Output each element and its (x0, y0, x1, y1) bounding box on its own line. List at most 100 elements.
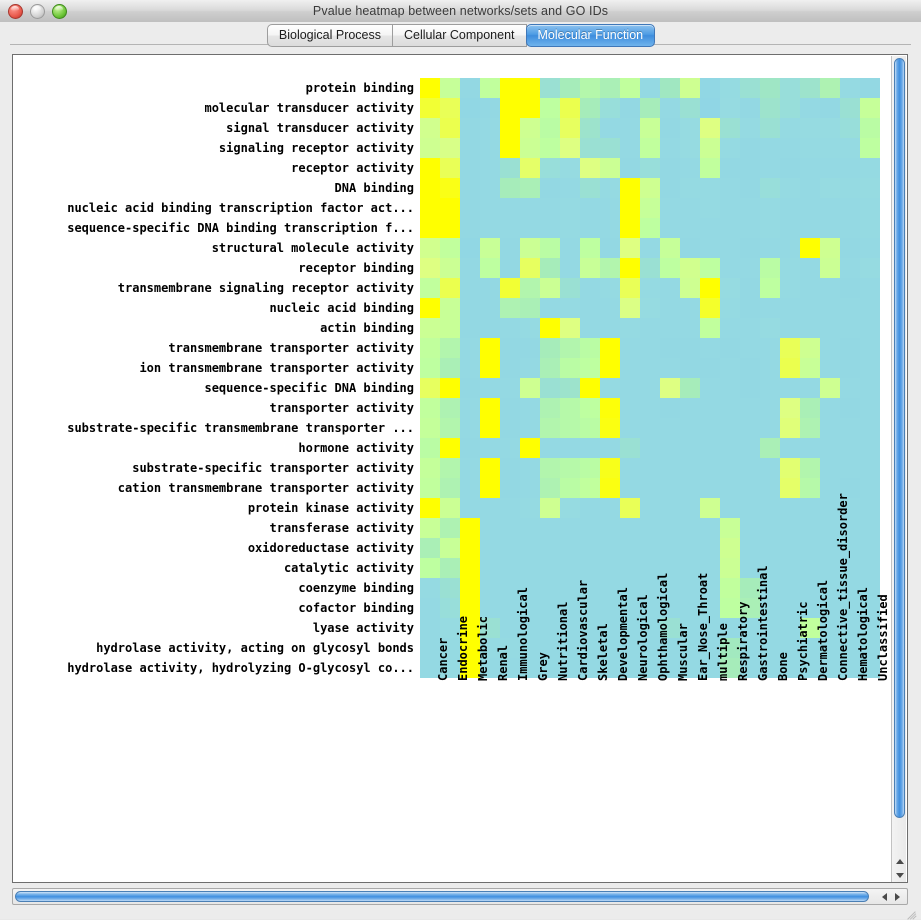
heatmap-cell[interactable] (560, 578, 580, 598)
heatmap-cell[interactable] (440, 298, 460, 318)
heatmap-cell[interactable] (740, 478, 760, 498)
heatmap-cell[interactable] (500, 298, 520, 318)
heatmap-cell[interactable] (580, 238, 600, 258)
heatmap-cell[interactable] (640, 578, 660, 598)
heatmap-cell[interactable] (580, 78, 600, 98)
heatmap-cell[interactable] (780, 138, 800, 158)
heatmap-cell[interactable] (580, 618, 600, 638)
heatmap-cell[interactable] (520, 338, 540, 358)
heatmap-cell[interactable] (440, 398, 460, 418)
heatmap-cell[interactable] (660, 358, 680, 378)
heatmap-cell[interactable] (580, 658, 600, 678)
tab-molecular-function[interactable]: Molecular Function (525, 24, 656, 47)
heatmap-cell[interactable] (500, 198, 520, 218)
heatmap-cell[interactable] (620, 618, 640, 638)
heatmap-cell[interactable] (720, 458, 740, 478)
heatmap-cell[interactable] (600, 378, 620, 398)
heatmap-cell[interactable] (440, 598, 460, 618)
heatmap-cell[interactable] (840, 358, 860, 378)
heatmap-cell[interactable] (420, 298, 440, 318)
heatmap-cell[interactable] (760, 118, 780, 138)
heatmap-cell[interactable] (720, 378, 740, 398)
heatmap-cell[interactable] (440, 458, 460, 478)
heatmap-cell[interactable] (780, 318, 800, 338)
heatmap-cell[interactable] (440, 498, 460, 518)
heatmap-cell[interactable] (760, 418, 780, 438)
heatmap-cell[interactable] (800, 438, 820, 458)
heatmap-cell[interactable] (520, 78, 540, 98)
heatmap-cell[interactable] (680, 98, 700, 118)
heatmap-cell[interactable] (680, 298, 700, 318)
heatmap-cell[interactable] (420, 418, 440, 438)
heatmap-cell[interactable] (760, 438, 780, 458)
heatmap-cell[interactable] (540, 658, 560, 678)
heatmap-cell[interactable] (620, 518, 640, 538)
heatmap-cell[interactable] (800, 598, 820, 618)
heatmap-cell[interactable] (700, 238, 720, 258)
heatmap-cell[interactable] (460, 238, 480, 258)
heatmap-cell[interactable] (600, 518, 620, 538)
heatmap-cell[interactable] (440, 98, 460, 118)
heatmap-cell[interactable] (640, 438, 660, 458)
heatmap-cell[interactable] (480, 578, 500, 598)
heatmap-cell[interactable] (760, 498, 780, 518)
heatmap-cell[interactable] (740, 638, 760, 658)
heatmap-cell[interactable] (420, 538, 440, 558)
heatmap-cell[interactable] (800, 238, 820, 258)
heatmap-cell[interactable] (580, 638, 600, 658)
heatmap-cell[interactable] (580, 378, 600, 398)
heatmap-cell[interactable] (740, 318, 760, 338)
heatmap-cell[interactable] (700, 138, 720, 158)
heatmap-cell[interactable] (540, 118, 560, 138)
heatmap-cell[interactable] (460, 178, 480, 198)
heatmap-cell[interactable] (560, 178, 580, 198)
heatmap-cell[interactable] (860, 78, 880, 98)
heatmap-cell[interactable] (600, 398, 620, 418)
heatmap-cell[interactable] (500, 558, 520, 578)
heatmap-cell[interactable] (460, 578, 480, 598)
heatmap-cell[interactable] (640, 238, 660, 258)
heatmap-cell[interactable] (760, 238, 780, 258)
heatmap-cell[interactable] (680, 438, 700, 458)
heatmap-cell[interactable] (660, 398, 680, 418)
heatmap-cell[interactable] (500, 418, 520, 438)
heatmap-cell[interactable] (420, 138, 440, 158)
heatmap-cell[interactable] (840, 458, 860, 478)
heatmap-cell[interactable] (560, 658, 580, 678)
heatmap-cell[interactable] (680, 578, 700, 598)
heatmap-cell[interactable] (820, 198, 840, 218)
heatmap-cell[interactable] (840, 158, 860, 178)
heatmap-cell[interactable] (580, 438, 600, 458)
heatmap-cell[interactable] (460, 358, 480, 378)
scroll-up-icon[interactable] (893, 854, 906, 868)
heatmap-cell[interactable] (820, 238, 840, 258)
heatmap-cell[interactable] (820, 358, 840, 378)
heatmap-cell[interactable] (700, 438, 720, 458)
heatmap-cell[interactable] (820, 658, 840, 678)
heatmap-cell[interactable] (740, 658, 760, 678)
heatmap-cell[interactable] (560, 218, 580, 238)
heatmap-cell[interactable] (560, 298, 580, 318)
heatmap-cell[interactable] (600, 78, 620, 98)
heatmap-cell[interactable] (540, 598, 560, 618)
heatmap-cell[interactable] (740, 458, 760, 478)
heatmap-cell[interactable] (440, 438, 460, 458)
heatmap-cell[interactable] (500, 78, 520, 98)
heatmap-cell[interactable] (780, 338, 800, 358)
heatmap-cell[interactable] (800, 118, 820, 138)
heatmap-cell[interactable] (760, 578, 780, 598)
heatmap-cell[interactable] (440, 618, 460, 638)
heatmap-cell[interactable] (860, 218, 880, 238)
heatmap-cell[interactable] (580, 98, 600, 118)
heatmap-cell[interactable] (640, 338, 660, 358)
heatmap-cell[interactable] (780, 398, 800, 418)
heatmap-cell[interactable] (560, 278, 580, 298)
heatmap-cell[interactable] (540, 518, 560, 538)
heatmap-cell[interactable] (580, 278, 600, 298)
heatmap-cell[interactable] (840, 638, 860, 658)
heatmap-cell[interactable] (780, 558, 800, 578)
heatmap-cell[interactable] (440, 258, 460, 278)
heatmap-cell[interactable] (620, 418, 640, 438)
heatmap-cell[interactable] (860, 378, 880, 398)
heatmap-cell[interactable] (740, 618, 760, 638)
